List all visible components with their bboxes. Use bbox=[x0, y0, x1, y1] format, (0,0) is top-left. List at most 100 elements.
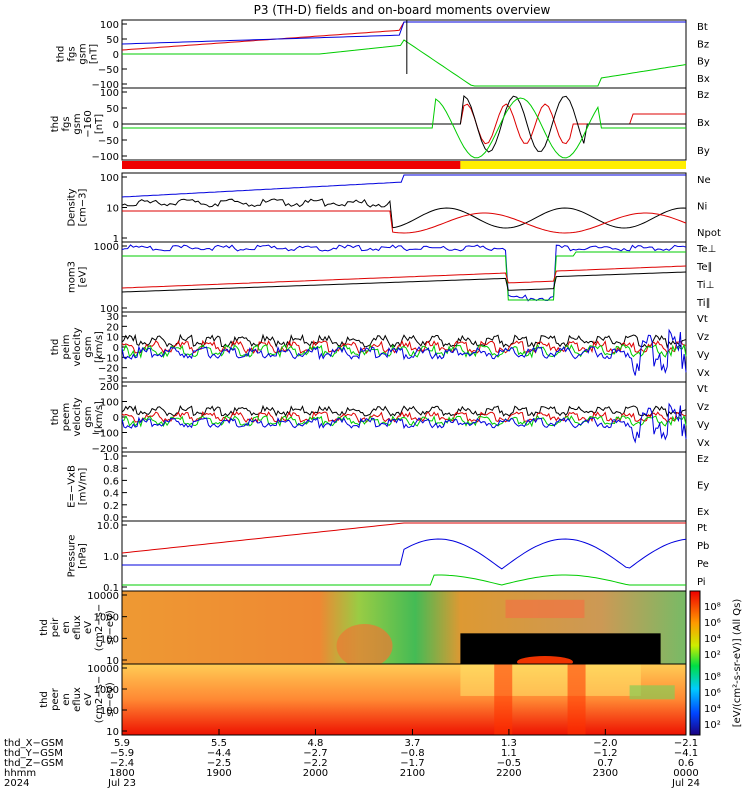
xtick-label: −4.4 bbox=[207, 748, 231, 759]
ylabel-line: [km/s] bbox=[94, 331, 105, 363]
ytick-label: 10 bbox=[106, 204, 119, 215]
trace-pb bbox=[121, 522, 686, 554]
ytick-label: −10 bbox=[98, 353, 119, 364]
trace-ni bbox=[121, 198, 687, 229]
ytick-label: 0.8 bbox=[103, 464, 119, 475]
ytick-label: 100 bbox=[100, 20, 119, 31]
colorbar-tick-top: 10⁶ bbox=[704, 618, 721, 629]
ytick-label: 30 bbox=[106, 312, 119, 323]
legend-efield-1: Ey bbox=[697, 481, 709, 492]
ylabel-line: sr−eV) bbox=[105, 610, 116, 645]
xtick-label: −2.5 bbox=[207, 758, 231, 769]
legend-fgs-3: Bx bbox=[697, 74, 710, 85]
ylabel-peim_velocity: thdpeimvelocitygsm[km/s] bbox=[50, 327, 105, 366]
ylabel-efield: E=−VxB[mV/m] bbox=[67, 465, 89, 508]
ylabel-line: peem bbox=[61, 403, 72, 431]
ytick-label: −50 bbox=[98, 136, 119, 147]
ytick-label: −100 bbox=[92, 152, 119, 163]
ylabel-line: peir bbox=[50, 617, 61, 637]
ytick-label: 0.4 bbox=[103, 489, 119, 500]
ylabel-line: thd bbox=[50, 409, 61, 426]
legend-peim_velocity-1: Vz bbox=[697, 332, 709, 343]
ytick-label: −200 bbox=[92, 444, 119, 455]
colorbar-scale bbox=[690, 591, 700, 735]
panel-efield: 1.00.80.6 0.40.20.0 E=−VxB[mV/m] Ez Ey Ex bbox=[67, 451, 709, 524]
ylabel-line: Pressure bbox=[67, 535, 78, 578]
panel-frame-efield bbox=[121, 451, 687, 522]
xtick-label: 1800 bbox=[109, 768, 134, 779]
xaxis-row-label: thd_X−GSM bbox=[4, 738, 64, 749]
ytick-label: 100 bbox=[100, 88, 119, 99]
legend-pressure-0: Pt bbox=[697, 523, 707, 534]
ylabel-line: velocity bbox=[72, 397, 83, 436]
panel-peem_velocity: 200 100 0 −100 −200 thdpeemvelocitygsm[km/s] V… bbox=[50, 381, 710, 455]
ylabel-line: velocity bbox=[72, 327, 83, 366]
colorbar-tick-bottom: 10⁸ bbox=[704, 672, 721, 683]
xtick-label: −4.1 bbox=[674, 748, 698, 759]
trace-vx bbox=[121, 402, 687, 444]
ytick-label: 100 bbox=[100, 304, 119, 315]
colorbar-label: [eV/(cm²-s-sr-eV)] (All Qs) bbox=[732, 599, 743, 728]
xtick-label: 3.7 bbox=[405, 738, 421, 749]
colorbar-tick-top: 10⁸ bbox=[704, 602, 721, 613]
ytick-label: 100 bbox=[100, 634, 119, 645]
trace-npot bbox=[121, 174, 686, 198]
xtick-label: Jul 23 bbox=[107, 778, 136, 789]
ylabel-temperature: mom3[eV] bbox=[67, 261, 89, 293]
legend-density-0: Ne bbox=[697, 175, 711, 186]
xtick-label: −1.2 bbox=[593, 748, 617, 759]
ytick-label: −30 bbox=[98, 374, 119, 385]
legend-peem_velocity-0: Vt bbox=[697, 384, 708, 395]
xtick-label: −2.0 bbox=[593, 738, 617, 749]
trace-bx bbox=[121, 21, 686, 45]
ylabel-line: [nPa] bbox=[78, 543, 89, 569]
panel-frame-density bbox=[121, 172, 687, 243]
spectrogram-peer-stripe-1 bbox=[494, 664, 513, 735]
xtick-label: Jul 24 bbox=[671, 778, 700, 789]
ylabel-peir: thdpeirenefluxeV(cm2−s−sr−eV) bbox=[39, 604, 116, 651]
ylabel-line: thd bbox=[39, 619, 50, 636]
colorbar-frame bbox=[689, 590, 701, 736]
colorbar: 10⁸ 10⁶ 10⁴ 10² 10⁸ 10⁶ 10⁴ 10² [eV/(cm²-s-sr-eV… bbox=[689, 590, 743, 736]
colorbar-tick-top: 10² bbox=[704, 650, 721, 661]
xtick-label: −2.7 bbox=[303, 748, 327, 759]
trace-bz bbox=[121, 21, 686, 51]
xtick-label: 0.6 bbox=[678, 758, 694, 769]
trace-by2 bbox=[122, 97, 686, 159]
ytick-label: 10000 bbox=[87, 591, 119, 602]
xtick-label: 4.8 bbox=[307, 738, 323, 749]
ylabel-line: [eV] bbox=[78, 267, 89, 288]
legend-peem_velocity-2: Vy bbox=[697, 420, 710, 431]
trace-pi bbox=[122, 538, 687, 570]
trace-vy bbox=[121, 343, 687, 359]
legend-fgs_dc-1: Bx bbox=[697, 118, 710, 129]
panel-temperature: 1000 100 mom3[eV] Te⊥ Te∥ Ti⊥ Ti∥ bbox=[67, 241, 716, 315]
panels: 100500−50−100thdfgsgsm[nT]BtBzByBx100500… bbox=[39, 19, 743, 738]
xtick-label: −2.1 bbox=[674, 738, 698, 749]
legend-peim_velocity-2: Vy bbox=[697, 350, 710, 361]
trace-pe bbox=[122, 574, 686, 586]
ytick-label: 100 bbox=[100, 173, 119, 184]
panel-frame-peer bbox=[121, 663, 687, 736]
spectrogram-peer-stripe-2 bbox=[567, 664, 586, 735]
ylabel-line: (cm2−s− bbox=[94, 604, 105, 651]
trace-vz bbox=[121, 410, 687, 423]
ylabel-line: [mV/m] bbox=[78, 468, 89, 506]
xtick-label: 2200 bbox=[496, 768, 521, 779]
ylabel-line: en bbox=[61, 621, 72, 634]
ytick-label: 100 bbox=[100, 398, 119, 409]
legend-peem_velocity-1: Vz bbox=[697, 402, 709, 413]
trace-bx2 bbox=[122, 95, 686, 153]
panel-fgs: 100 50 0 −50 −100 thdfgsgsm[nT] Bt Bz By Bx bbox=[56, 19, 710, 91]
ytick-label: 0 bbox=[113, 50, 119, 61]
panel-pressure: 10.0 1.0 0.1 Pressure[nPa] Pt Pb Pe Pi bbox=[67, 520, 709, 594]
ylabel-line: [km/s] bbox=[94, 401, 105, 433]
ylabel-line: fgs bbox=[67, 46, 78, 61]
panel-density: 100 10 1 Density[cm−3] Ne Ni Npot bbox=[67, 172, 721, 245]
ytick-label: −100 bbox=[92, 429, 119, 440]
legend-density-2: Npot bbox=[697, 228, 721, 239]
ytick-label: 10.0 bbox=[97, 521, 119, 532]
ylabel-line: [nT] bbox=[94, 114, 105, 134]
